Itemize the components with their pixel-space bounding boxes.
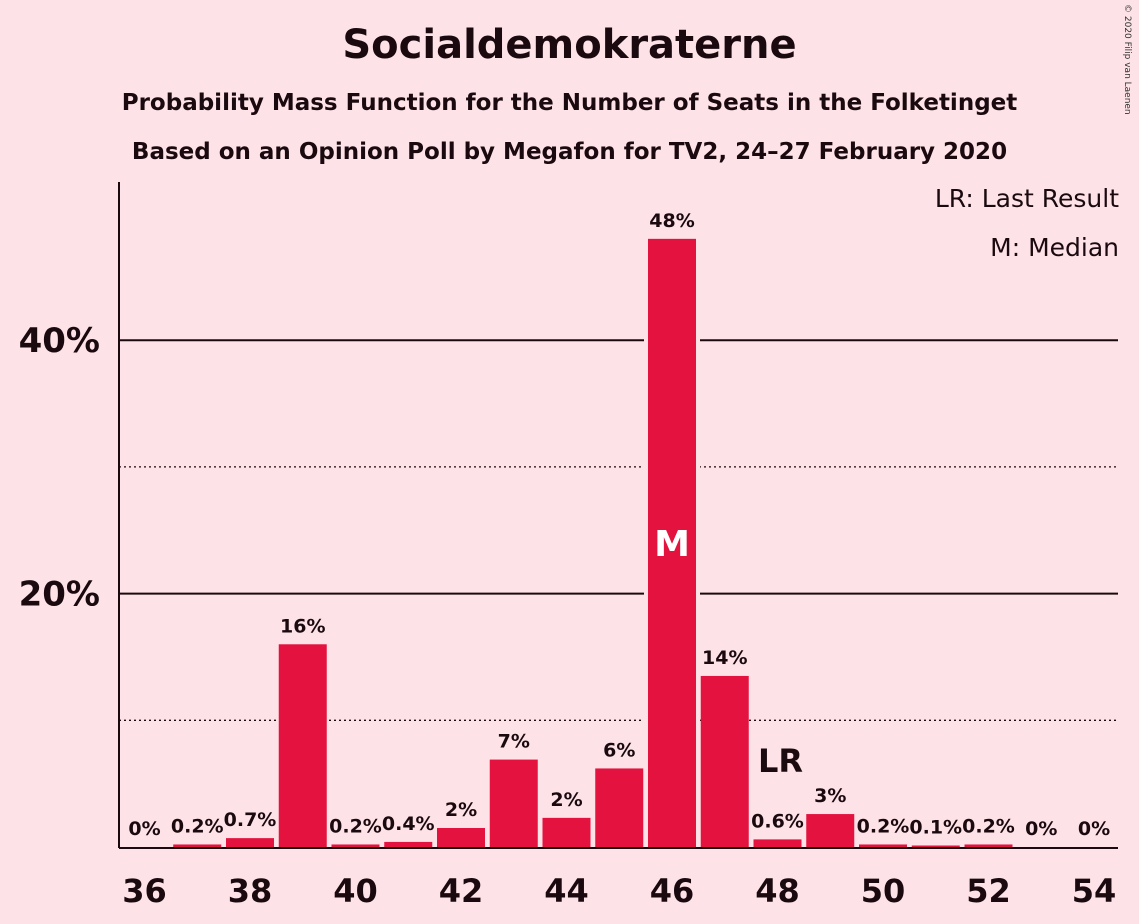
bar-seat-40 (331, 844, 380, 847)
bar-seat-51 (911, 845, 960, 847)
bar-value-label: 0.2% (857, 815, 910, 837)
bar-value-label: 0.2% (171, 815, 224, 837)
bar-value-label: 16% (280, 615, 325, 637)
bar-value-label: 2% (550, 789, 582, 811)
bar-seat-45 (595, 768, 644, 847)
bar-seat-44 (542, 817, 591, 847)
bar-seat-49 (806, 814, 855, 847)
bar-value-label: 7% (498, 731, 530, 753)
bar-value-label: 0.4% (382, 813, 435, 835)
median-marker: M (654, 524, 690, 565)
x-tick-label: 54 (1072, 872, 1117, 910)
bar-labels-group: 0% 0.2% 0.7%16%0.2% 0.4%2%7%2%6%48%14%0.6%3… (128, 210, 1110, 840)
bar-value-label: 0.7% (224, 809, 277, 831)
bar-value-label: 0% (128, 818, 160, 840)
chart-title: Socialdemokraterne (342, 22, 797, 68)
bar-value-label: 48% (649, 210, 694, 232)
bar-seat-41 (384, 841, 433, 847)
bars-group (173, 238, 1013, 848)
bar-seat-52 (964, 844, 1013, 847)
bar-seat-48 (753, 839, 802, 847)
bar-value-label: 0.2% (962, 815, 1015, 837)
bar-value-label: 6% (603, 739, 635, 761)
last-result-marker: LR (758, 742, 803, 780)
x-tick-label: 52 (966, 872, 1011, 910)
bar-seat-37 (173, 844, 222, 847)
bar-seat-47 (700, 675, 749, 847)
bar-seat-38 (226, 838, 274, 847)
chart-subtitle-poll: Based on an Opinion Poll by Megafon for … (131, 139, 1008, 165)
x-tick-label: 38 (228, 872, 273, 910)
y-tick-label: 40% (19, 321, 100, 361)
bar-value-label: 0.6% (751, 810, 804, 832)
bar-seat-39 (278, 644, 327, 847)
bar-seat-42 (437, 827, 485, 847)
bar-value-label: 0.1% (909, 817, 962, 839)
chart-subtitle: Probability Mass Function for the Number… (121, 90, 1018, 116)
bar-value-label: 0.2% (329, 815, 382, 837)
bar-value-label: 0% (1025, 818, 1057, 840)
x-tick-label: 46 (650, 872, 695, 910)
bar-seat-46 (648, 238, 696, 848)
x-tick-label: 48 (755, 872, 800, 910)
legend-last-result: LR: Last Result (934, 184, 1119, 213)
axes-group: 20% 40% 36 38 40 42 44 46 48 50 52 54 (19, 182, 1118, 910)
x-tick-label: 40 (333, 872, 378, 910)
legend-median: M: Median (990, 233, 1119, 262)
x-tick-label: 42 (439, 872, 484, 910)
bar-seat-43 (489, 759, 538, 847)
x-tick-label: 36 (122, 872, 167, 910)
bar-seat-50 (859, 844, 907, 847)
bar-value-label: 0% (1078, 818, 1110, 840)
bar-value-label: 2% (445, 799, 477, 821)
y-tick-label: 20% (19, 575, 100, 615)
bar-value-label: 3% (814, 785, 846, 807)
x-tick-label: 50 (861, 872, 906, 910)
bar-value-label: 14% (702, 647, 747, 669)
x-tick-label: 44 (544, 872, 589, 910)
